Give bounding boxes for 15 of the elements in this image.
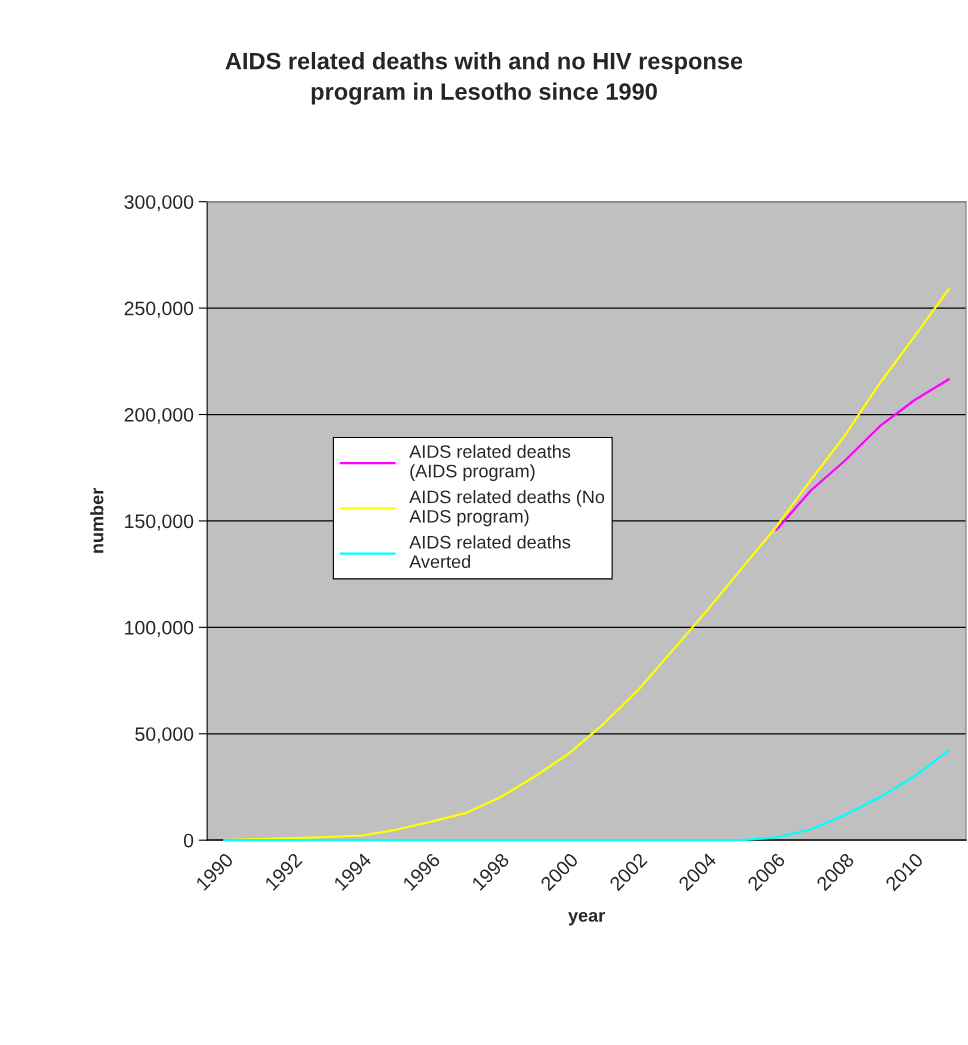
y-tick-label: 150,000: [125, 514, 194, 531]
line-series: [223, 749, 950, 842]
y-axis-title: number: [90, 488, 104, 553]
y-tick-label: 100,000: [125, 620, 194, 637]
y-tick-label: 300,000: [124, 195, 194, 212]
y-tick-label: 0: [183, 833, 194, 848]
y-tick-label: 50,000: [135, 727, 194, 744]
y-tick-label: 250,000: [124, 301, 194, 318]
chart-title: AIDS related deaths with and no HIV response program in Lesotho since 1990: [225, 52, 743, 105]
x-axis-title: year: [568, 911, 605, 926]
legend-label: AIDS related deaths Averted: [409, 535, 571, 569]
line-series: [775, 378, 950, 531]
legend-label: AIDS related deaths (No AIDS program): [409, 490, 605, 527]
y-tick-label: 200,000: [124, 407, 194, 425]
legend-label: AIDS related deaths (AIDS program): [409, 444, 571, 481]
